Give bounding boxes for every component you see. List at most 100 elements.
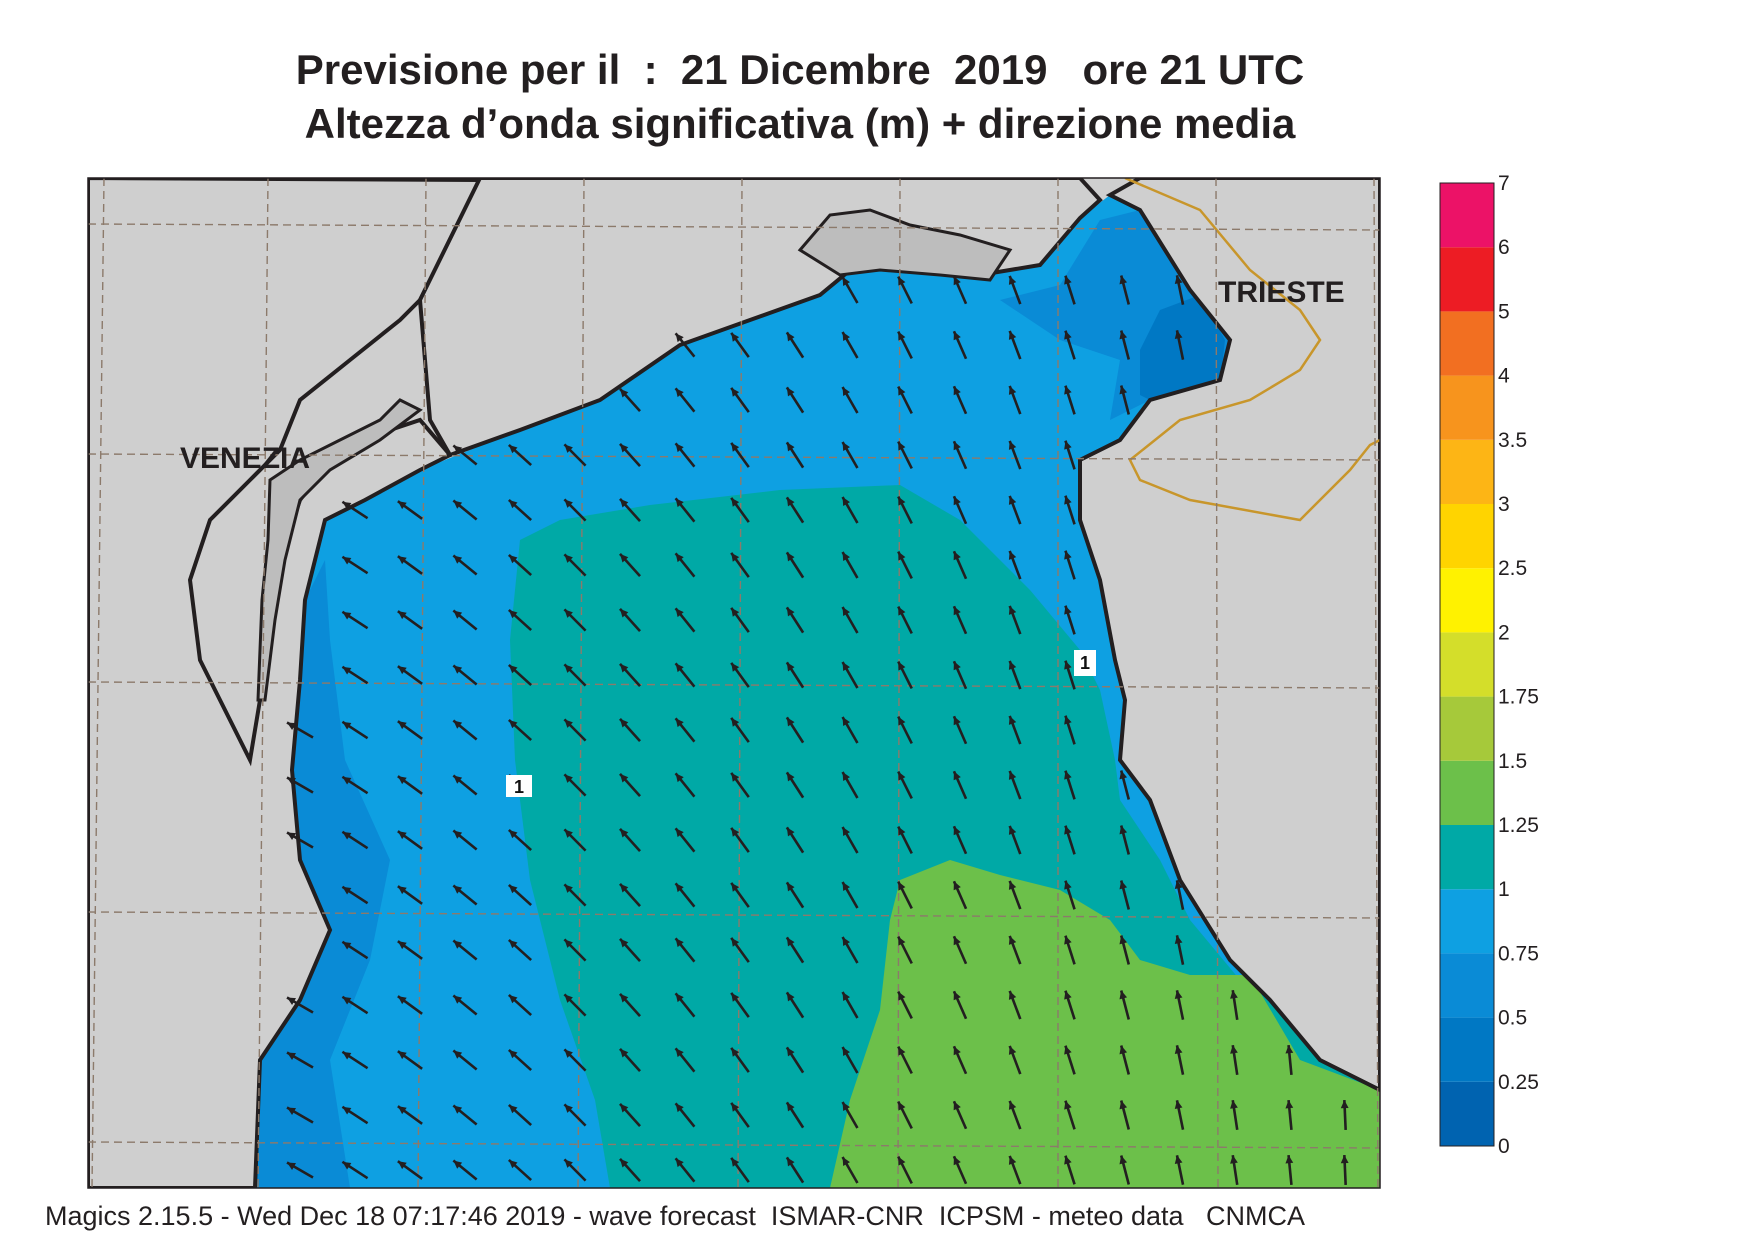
direction-arrow-head [1285, 1155, 1294, 1164]
direction-arrow-head [1119, 385, 1128, 395]
direction-arrow-head [842, 1101, 850, 1111]
sea-1.25-1.5 [830, 860, 1380, 1188]
direction-arrow-head [675, 773, 684, 783]
direction-arrow-head [564, 664, 573, 673]
direction-arrow-head [842, 606, 850, 616]
direction-arrow-head [675, 1158, 684, 1168]
direction-arrow-head [953, 386, 961, 396]
direction-arrow-head [898, 1046, 906, 1056]
direction-arrow-head [564, 609, 573, 618]
contour-label-west: 1 [506, 775, 532, 797]
direction-arrow-head [508, 719, 518, 729]
direction-arrow-head [342, 996, 352, 1005]
direction-arrow-head [842, 551, 850, 561]
colorbar-band [1440, 504, 1494, 569]
direction-arrow-head [564, 829, 573, 838]
direction-arrow-head [619, 883, 629, 893]
direction-arrow-head [953, 826, 961, 836]
direction-arrow-head [1064, 660, 1072, 670]
direction-arrow-head [1008, 990, 1017, 1000]
direction-arrow-head [842, 881, 850, 891]
direction-arrow-head [786, 1102, 795, 1112]
direction-arrow-head [1174, 880, 1183, 890]
direction-arrow-head [619, 993, 629, 1003]
direction-arrow-head [731, 717, 740, 727]
direction-arrow-head [287, 1052, 296, 1060]
direction-arrow-head [619, 718, 629, 728]
direction-arrow-head [1008, 275, 1017, 285]
direction-arrow-head [1064, 440, 1072, 450]
direction-arrow-head [731, 662, 740, 672]
direction-arrow-head [1064, 330, 1072, 340]
direction-arrow-head [786, 717, 795, 727]
direction-arrow-head [1230, 1045, 1238, 1054]
direction-arrow-head [564, 499, 573, 508]
direction-arrow-head [619, 1048, 629, 1058]
direction-arrow-head [453, 555, 463, 564]
direction-arrow-head [731, 387, 740, 397]
direction-arrow-head [842, 826, 850, 836]
colorbar-label: 0.25 [1498, 1071, 1539, 1094]
colorbar-label: 1.5 [1498, 750, 1527, 773]
direction-arrow-head [1008, 825, 1017, 835]
direction-arrow-head [1008, 550, 1017, 560]
direction-arrow-head [1008, 935, 1017, 945]
direction-arrow-head [508, 829, 518, 839]
colorbar-band [1440, 632, 1494, 697]
direction-arrow-head [287, 1107, 296, 1115]
contour-label-west-text: 1 [514, 777, 524, 797]
direction-arrow-head [1230, 1155, 1238, 1164]
colorbar-band [1440, 696, 1494, 761]
direction-arrow-head [1119, 990, 1128, 1000]
direction-arrow-head [342, 611, 352, 620]
direction-arrow-head [1230, 1100, 1238, 1109]
direction-arrow-head [1064, 990, 1072, 1000]
direction-arrow-head [342, 556, 352, 565]
direction-arrow-head [564, 884, 573, 893]
direction-arrow-head [397, 996, 407, 1005]
direction-arrow-head [397, 556, 407, 565]
direction-arrow-head [1174, 990, 1183, 1000]
direction-arrow-head [786, 552, 795, 562]
direction-arrow-head [1119, 1155, 1128, 1165]
colorbar-band [1440, 375, 1494, 440]
direction-arrow-head [453, 1105, 463, 1114]
direction-arrow-head [898, 881, 906, 891]
direction-arrow-head [508, 994, 518, 1004]
direction-arrow-head [287, 722, 296, 730]
direction-arrow-head [1064, 880, 1072, 890]
direction-arrow-head [953, 716, 961, 726]
direction-arrow-head [842, 1156, 850, 1166]
colorbar-label: 1.75 [1498, 686, 1539, 709]
direction-arrow-head [786, 387, 795, 397]
direction-arrow-head [287, 1162, 296, 1170]
direction-arrow-head [953, 276, 961, 286]
colorbar-label: 3 [1498, 493, 1510, 516]
direction-arrow-head [453, 665, 463, 674]
colorbar-label: 7 [1498, 172, 1510, 195]
direction-arrow-shaft [1344, 1210, 1345, 1240]
direction-arrow-head [1008, 440, 1017, 450]
direction-arrow-head [1340, 1155, 1349, 1164]
direction-arrow-head [508, 1104, 518, 1114]
direction-arrow-head [1008, 1155, 1017, 1165]
direction-arrow-head [1119, 825, 1128, 835]
direction-arrow-head [1174, 1045, 1183, 1055]
direction-arrow-head [1064, 1045, 1072, 1055]
direction-arrow-head [675, 1103, 684, 1113]
contour-label-east: 1 [1074, 650, 1096, 676]
direction-arrow-head [564, 994, 573, 1003]
direction-arrow-head [953, 1046, 961, 1056]
direction-arrow-head [953, 936, 961, 946]
direction-arrow-head [1230, 990, 1238, 999]
colorbar-label: 0 [1498, 1135, 1510, 1158]
direction-arrow-head [342, 886, 352, 895]
direction-arrow-head [619, 608, 629, 618]
colorbar-band [1440, 1017, 1494, 1082]
direction-arrow-head [1008, 715, 1017, 725]
direction-arrow-head [1064, 550, 1072, 560]
direction-arrow-head [342, 666, 352, 675]
map-area: 1 1 [88, 178, 1380, 1240]
direction-arrow-head [1064, 770, 1072, 780]
direction-arrow-head [508, 664, 518, 674]
